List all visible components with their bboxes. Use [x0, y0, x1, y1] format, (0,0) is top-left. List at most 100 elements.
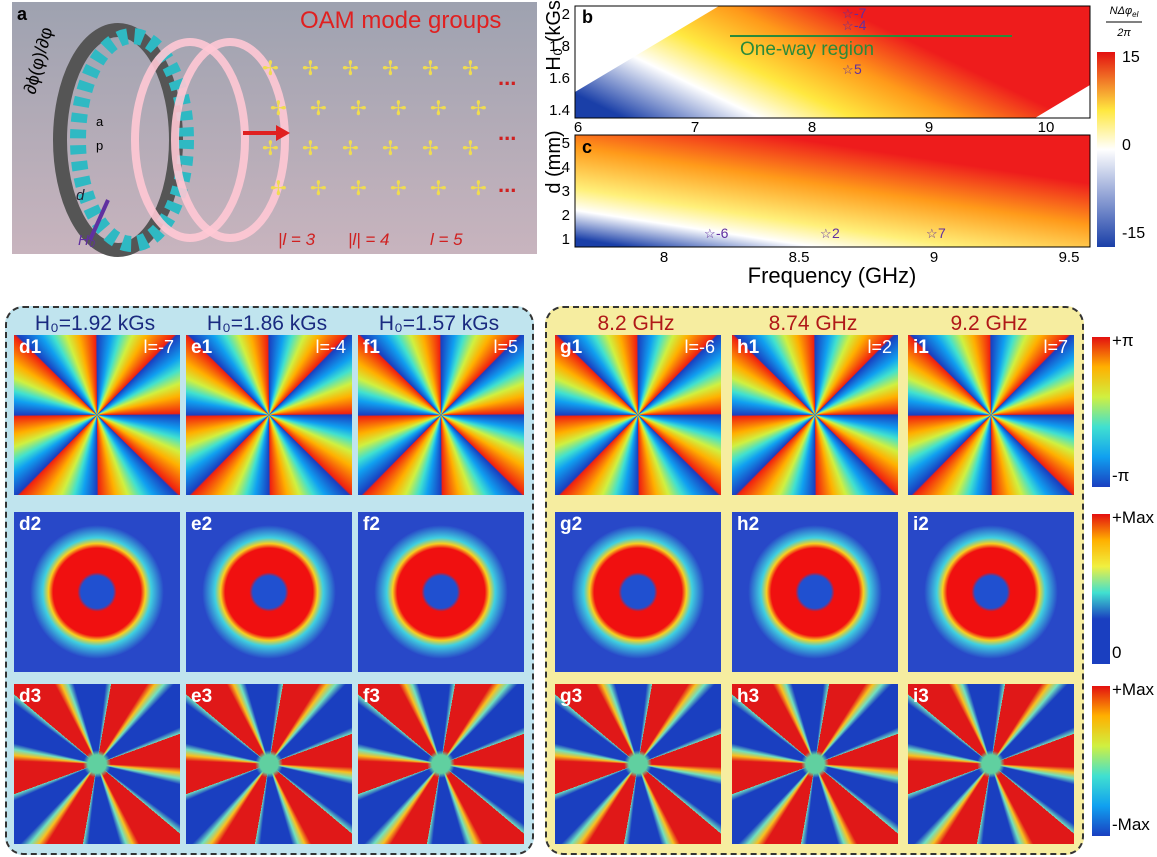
- tick-label: 10: [1038, 119, 1055, 136]
- panel-label: f2: [363, 514, 380, 535]
- y-axis-label: d (mm): [543, 130, 565, 193]
- colorbar-tick: 15: [1122, 49, 1140, 66]
- panel-label: i1: [913, 337, 929, 358]
- tick-label: 1.4: [549, 102, 570, 119]
- panel-label: g3: [560, 686, 583, 707]
- vortex-icon: ✢: [262, 138, 279, 160]
- colorbar-tick: -π: [1112, 466, 1130, 485]
- colorbar-tick: +Max: [1112, 508, 1155, 527]
- star-label: 5: [854, 61, 862, 77]
- panel-label: e2: [191, 514, 213, 535]
- field-map: h2: [732, 512, 898, 672]
- panel-label: e1: [191, 337, 213, 358]
- colorbar-title: NΔφel: [1110, 5, 1139, 19]
- colorbar-tick: +π: [1112, 331, 1134, 350]
- tick-label: 9: [930, 249, 938, 266]
- colorbar: [1092, 686, 1110, 836]
- vortex-icon: ✢: [310, 98, 327, 120]
- tick-label: 1.6: [549, 70, 570, 87]
- tick-label: 3: [562, 183, 570, 200]
- panel-label: d3: [19, 686, 42, 707]
- panel-label: e3: [191, 686, 213, 707]
- star-marker: ☆: [820, 226, 832, 241]
- star-label: -4: [854, 17, 867, 33]
- tick-label: 2: [562, 6, 570, 23]
- colorbar: [1092, 514, 1110, 664]
- vortex-icon: ✢: [462, 58, 479, 80]
- field-map: g2: [555, 512, 721, 672]
- annotation: One-way region: [740, 39, 874, 60]
- mode-label: l=-7: [143, 337, 174, 357]
- mode-label: |l = 3: [278, 230, 316, 249]
- title: OAM mode groups: [300, 7, 501, 34]
- tick-label: 1.8: [549, 38, 570, 55]
- field-map: i3: [908, 684, 1074, 844]
- panel-label: h3: [737, 686, 760, 707]
- mode-label: |l| = 4: [348, 230, 389, 249]
- top-panels: a OAM mode groups ∂ϕ(φ)/∂φ a p d H₀ |l =…: [12, 0, 1145, 288]
- y-axis-label: H₀ (kGs): [543, 0, 565, 71]
- vortex-icon: ✢: [422, 58, 439, 80]
- mode-label: l=2: [867, 337, 892, 357]
- star-label: 7: [938, 225, 946, 241]
- vortex-icon: ✢: [342, 138, 359, 160]
- mode-label: l=-6: [684, 337, 715, 357]
- tick-label: 1: [562, 231, 570, 248]
- plot-area: [574, 134, 1091, 248]
- tick-label: 9.5: [1059, 249, 1080, 266]
- column-header: 9.2 GHz: [950, 312, 1028, 335]
- tick-label: 8: [808, 119, 816, 136]
- tick-label: 4: [562, 159, 570, 176]
- tick-label: 5: [562, 135, 570, 152]
- star-marker: ☆: [842, 6, 854, 21]
- colorbar: [1097, 52, 1115, 247]
- vortex-icon: ✢: [470, 178, 487, 200]
- column-header: 8.2 GHz: [597, 312, 675, 335]
- column-header: 8.74 GHz: [768, 312, 858, 335]
- field-map: e1 l=-4: [186, 335, 352, 495]
- panel-label: d1: [19, 337, 42, 358]
- field-map: h1 l=2: [732, 335, 898, 495]
- annotation: p: [96, 138, 103, 153]
- panel-label: f3: [363, 686, 380, 707]
- ring: [70, 28, 194, 252]
- arrow: [88, 199, 110, 241]
- ellipsis: ...: [498, 172, 516, 197]
- vortex-icon: ✢: [430, 178, 447, 200]
- vortex-icon: ✢: [270, 98, 287, 120]
- panel-label: f1: [363, 337, 380, 358]
- x-axis-label: Frequency (GHz): [748, 263, 917, 288]
- panel-label: g2: [560, 514, 583, 535]
- vortex-icon: ✢: [430, 98, 447, 120]
- star-marker: ☆: [704, 226, 716, 241]
- tick-label: 8: [660, 249, 668, 266]
- panel-label: a: [17, 4, 28, 24]
- tick-label: 6: [574, 119, 582, 136]
- colorbar-tick: -15: [1122, 225, 1145, 242]
- mode-label: l=-4: [315, 337, 346, 357]
- vortex-icon: ✢: [390, 178, 407, 200]
- vortex-icon: ✢: [262, 58, 279, 80]
- field-map: g1 l=-6: [555, 335, 721, 495]
- field-map: e2: [186, 512, 352, 672]
- mode-label: l=7: [1043, 337, 1068, 357]
- column-header: H₀=1.92 kGs: [34, 312, 156, 335]
- field-map: g3: [555, 684, 721, 844]
- ellipsis: ...: [498, 65, 516, 90]
- star-label: -7: [854, 5, 867, 21]
- vortex-icon: ✢: [342, 58, 359, 80]
- panel-label: g1: [560, 337, 583, 358]
- arrow: [276, 125, 290, 141]
- annotation: a: [96, 114, 104, 129]
- vortex-icon: ✢: [302, 138, 319, 160]
- tick-label: 2: [562, 207, 570, 224]
- mode-label: l = 5: [430, 230, 463, 249]
- vortex-icon: ✢: [310, 178, 327, 200]
- colorbar-tick: +Max: [1112, 680, 1155, 699]
- colorbar-tick: -Max: [1112, 815, 1150, 834]
- star-marker: ☆: [842, 62, 854, 77]
- colorbar-tick: 0: [1122, 137, 1131, 154]
- field-map: h3: [732, 684, 898, 844]
- vortex-icon: ✢: [470, 98, 487, 120]
